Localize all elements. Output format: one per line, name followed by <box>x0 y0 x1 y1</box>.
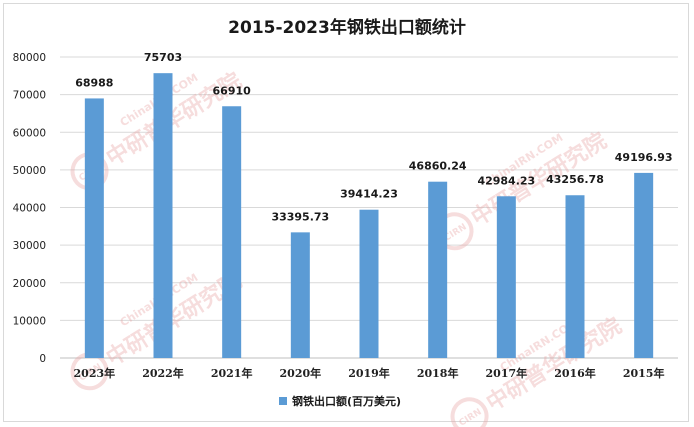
bar <box>84 98 104 358</box>
y-axis-ticks: 0 10000 20000 30000 40000 50000 60000 70000 8000… <box>13 52 46 365</box>
data-label: 43256.78 <box>546 173 604 186</box>
y-tick-label: 80000 <box>13 52 46 64</box>
x-tick-label: 2016年 <box>554 366 596 380</box>
x-tick-label: 2017年 <box>486 366 528 380</box>
bar <box>222 106 242 358</box>
x-tick-label: 2018年 <box>417 366 459 380</box>
bar <box>428 181 448 358</box>
x-tick-label: 2020年 <box>280 366 322 380</box>
chart-title: 2015-2023年钢铁出口额统计 <box>228 17 466 38</box>
bar <box>290 232 310 358</box>
data-label: 68988 <box>75 76 113 89</box>
x-tick-label: 2021年 <box>211 366 253 380</box>
x-tick-label: 2019年 <box>348 366 390 380</box>
bar <box>496 196 516 358</box>
x-axis-ticks: 2023年 2022年 2021年 2020年 2019年 2018年 2017年 2016年… <box>74 366 665 380</box>
data-label: 42984.23 <box>477 174 535 187</box>
data-label: 46860.24 <box>409 160 467 173</box>
watermark-logo-icon <box>70 352 109 391</box>
y-tick-label: 60000 <box>13 127 46 139</box>
y-tick-label: 70000 <box>13 90 46 102</box>
bar <box>359 209 379 358</box>
legend: 钢铁出口额(百万美元) <box>279 394 401 408</box>
y-tick-label: 0 <box>39 353 46 365</box>
bar <box>565 195 585 358</box>
data-label: 66910 <box>213 84 252 97</box>
legend-swatch <box>279 397 287 405</box>
bar-series <box>84 73 654 358</box>
data-label: 75703 <box>144 51 182 64</box>
bar <box>153 73 173 358</box>
legend-label: 钢铁出口额(百万美元) <box>292 394 401 408</box>
y-tick-label: 50000 <box>13 165 46 177</box>
watermark-logo-text: CIRN <box>458 407 484 427</box>
y-tick-label: 20000 <box>13 278 46 290</box>
y-tick-label: 40000 <box>13 203 46 215</box>
data-label: 39414.23 <box>340 188 398 201</box>
data-label: 49196.93 <box>615 151 673 164</box>
y-tick-label: 10000 <box>13 315 46 327</box>
data-labels: 68988 75703 66910 33395.73 39414.23 46860.24 4… <box>75 51 672 223</box>
data-label: 33395.73 <box>271 210 329 223</box>
x-tick-label: 2023年 <box>74 366 116 380</box>
x-tick-label: 2022年 <box>142 366 184 380</box>
x-tick-label: 2015年 <box>623 366 665 380</box>
y-tick-label: 30000 <box>13 240 46 252</box>
watermark-logo-icon <box>450 397 489 427</box>
bar <box>634 172 654 358</box>
